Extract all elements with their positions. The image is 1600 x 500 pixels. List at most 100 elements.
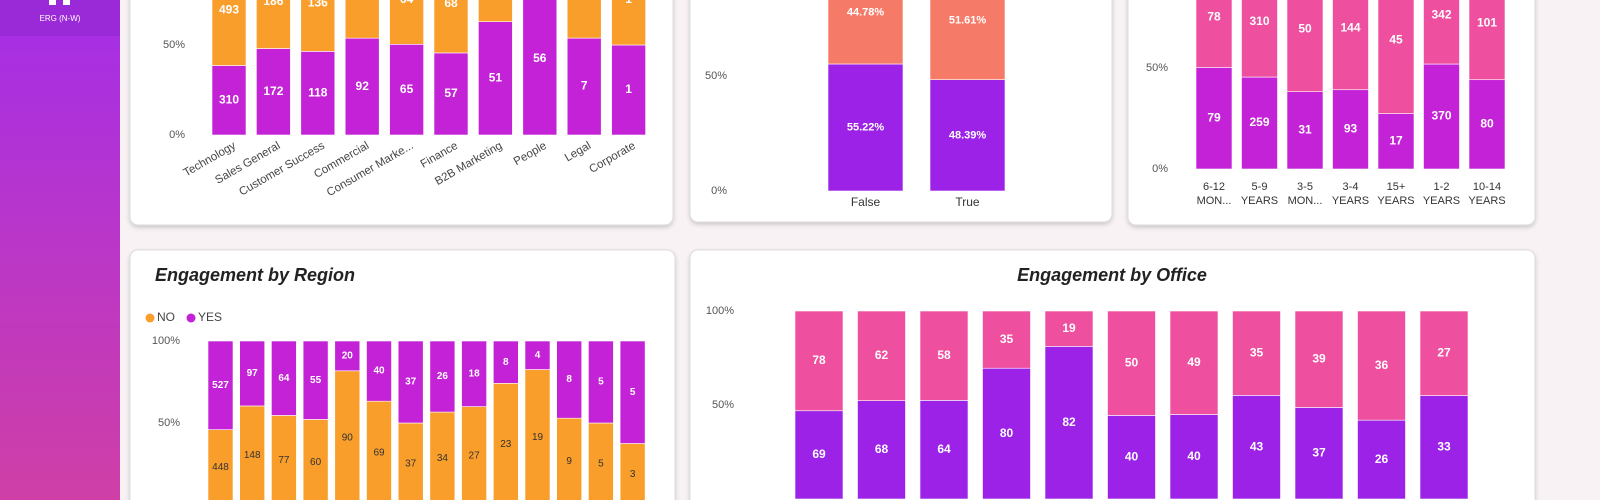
data-label: 55.22%: [847, 121, 885, 133]
data-label: 90: [342, 433, 354, 444]
data-label: 55: [310, 375, 322, 386]
bar-segment: [433, 0, 469, 54]
legend-marker: [145, 313, 155, 323]
data-label: 186: [263, 0, 283, 8]
bar-segment: [1195, 67, 1233, 170]
data-label: 26: [437, 371, 449, 382]
bar-segment: [478, 0, 513, 22]
data-label: 80: [1480, 117, 1494, 131]
y-tick-label: 0%: [711, 185, 727, 197]
bar-segment: [556, 340, 583, 419]
bar-segment: [611, 44, 646, 136]
data-label: 64: [937, 442, 951, 456]
data-label: 6: [581, 0, 588, 3]
x-tick-label: 6-12 MON...: [1196, 181, 1232, 207]
bar-segment: [478, 21, 513, 136]
data-label: 27: [469, 450, 481, 461]
data-label: 43: [1250, 439, 1264, 453]
data-label: 58: [937, 348, 951, 362]
data-label: 172: [263, 84, 283, 98]
data-label: 45: [1389, 32, 1403, 46]
bar-segment: [857, 400, 906, 500]
data-label: 34: [437, 453, 449, 464]
data-label: 1: [625, 82, 632, 96]
bar-segment: [256, 0, 291, 49]
data-label: 35: [1250, 345, 1264, 359]
bar-segment: [1423, 0, 1460, 65]
bar-segment: [207, 340, 234, 430]
bar-segment: [1377, 113, 1415, 170]
legend-marker: [186, 313, 196, 323]
data-label: 33: [1437, 439, 1451, 453]
bar-segment: [1107, 415, 1156, 500]
bar-segment: [1195, 0, 1233, 68]
bar-segment: [1169, 414, 1219, 500]
data-label: 79: [1207, 110, 1221, 124]
x-tick-label: True: [955, 195, 980, 209]
data-label: 40: [373, 366, 385, 377]
x-tick-label-box: 3-4 YEARS: [1332, 181, 1369, 207]
bar-segment: [919, 400, 969, 500]
data-label: 8: [566, 374, 572, 385]
bar-segment: [492, 340, 519, 384]
bar-segment: [1357, 310, 1406, 421]
bar-segment: [524, 340, 551, 370]
data-label: 19: [1062, 321, 1076, 335]
bar-segment: [566, 37, 602, 136]
sidebar-header[interactable]: [0, 0, 120, 36]
data-label: 5: [598, 377, 604, 388]
bar-segment: [492, 383, 519, 500]
bar-segment: [1332, 0, 1369, 91]
data-label: 101: [1477, 16, 1497, 30]
bar-segment: [1419, 395, 1469, 500]
legend-label: YES: [198, 310, 222, 324]
data-label: 310: [219, 92, 239, 106]
bar-segment: [1241, 0, 1278, 78]
bar-segment: [1357, 419, 1406, 500]
bar-segment: [1377, 0, 1415, 114]
x-tick-label: 5-9 YEARS: [1240, 181, 1279, 207]
data-label: 57: [444, 86, 458, 100]
data-label: 51: [489, 71, 503, 85]
x-tick-label-box: 6-12 MON...: [1196, 181, 1232, 207]
icon: [49, 0, 56, 5]
data-label: 78: [1207, 9, 1221, 23]
data-label: 17: [1389, 133, 1403, 147]
legend-label: NO: [157, 310, 175, 324]
data-label: 26: [1375, 452, 1389, 466]
bar-segment: [619, 340, 646, 444]
bar-segment: [1419, 310, 1469, 396]
data-label: 448: [212, 462, 229, 473]
data-label: 5: [598, 459, 604, 470]
data-label: 82: [1062, 415, 1076, 429]
data-label: 9: [566, 456, 572, 467]
bar-segment: [1241, 76, 1278, 170]
data-label: 40: [1125, 449, 1139, 463]
y-tick-label: 100%: [152, 335, 180, 347]
data-label: 3: [630, 469, 636, 480]
bar-segment: [566, 0, 602, 39]
bar-segment: [827, 63, 904, 192]
bar-segment: [1468, 0, 1506, 81]
data-label: 23: [500, 439, 512, 450]
data-label: 64: [278, 373, 290, 384]
x-tick-label: 10-14 YEARS: [1468, 181, 1506, 207]
y-tick-label: 50%: [712, 399, 734, 411]
data-label: 68: [444, 0, 458, 10]
data-label: 310: [1249, 14, 1269, 28]
bar-segment: [211, 0, 247, 66]
bar-segment: [1286, 91, 1324, 170]
x-tick-label-box: 3-5 MON...: [1288, 181, 1323, 207]
y-tick-label: 50%: [705, 70, 727, 82]
data-label: 69: [812, 447, 826, 461]
data-label: 77: [278, 455, 290, 466]
bar-segment: [919, 310, 969, 401]
bar-segment: [239, 340, 265, 407]
data-label: 62: [875, 348, 889, 362]
data-label: 79: [356, 0, 370, 3]
x-tick-label: 1-2 YEARS: [1422, 181, 1461, 207]
x-tick-label-box: 10-14 YEARS: [1468, 181, 1506, 207]
data-label: 1: [625, 0, 632, 6]
